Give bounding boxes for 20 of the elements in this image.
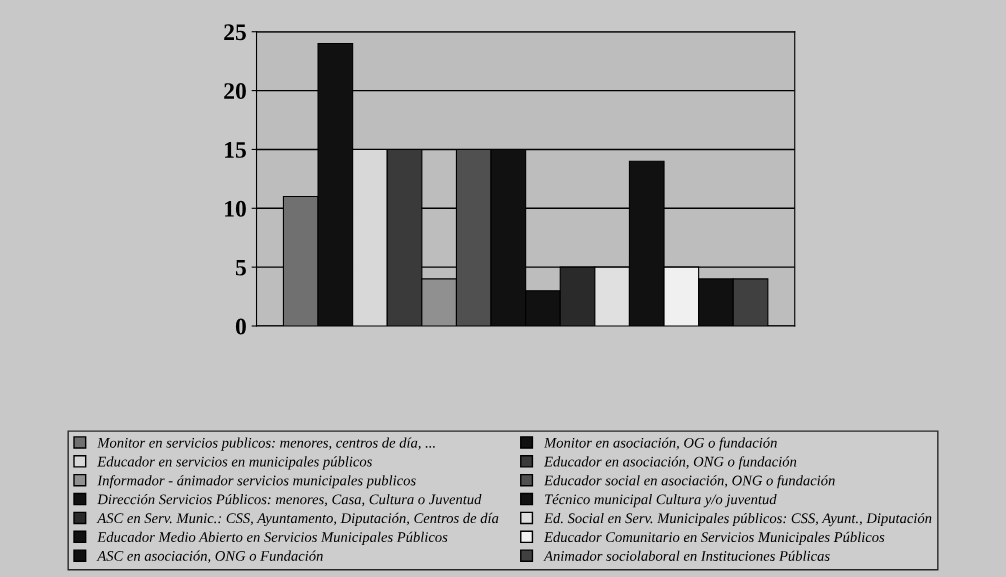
legend-label: Animador sociolaboral en Instituciones Públicas bbox=[543, 550, 830, 561]
legend-label: Educador Medio Abierto en Servicios Municipales Públicos bbox=[97, 531, 448, 545]
y-tick-label: 20 bbox=[224, 83, 246, 100]
legend-label: Educador en servicios en municipales públicos bbox=[97, 456, 372, 470]
legend-label: Monitor en servicios publicos: menores, centros de día, ... bbox=[97, 437, 435, 451]
legend-label: ASC en Serv. Munic.: CSS, Ayuntamento, Diputación, Centros de día bbox=[96, 512, 499, 527]
legend-label: Educador social en asociación, ONG o fundación bbox=[543, 475, 835, 489]
y-tick-label: 10 bbox=[225, 200, 246, 217]
legend-label: Ed. Social en Serv. Municipales públicos: CSS, Ayunt., Diputación bbox=[543, 512, 932, 527]
legend-label: Técnico municipal Cultura y/o juventud bbox=[545, 493, 777, 508]
y-tick-label: 0 bbox=[235, 318, 246, 335]
y-tick-label: 15 bbox=[225, 142, 246, 158]
legend-label: Informador - ánimador servicios municipales publicos bbox=[97, 475, 416, 489]
y-tick-label: 25 bbox=[224, 24, 246, 41]
y-tick-label: 5 bbox=[235, 259, 246, 276]
legend-label: Educador en asociación, ONG o fundación bbox=[543, 456, 797, 470]
legend-label: ASC en asociación, ONG o Fundación bbox=[96, 550, 323, 563]
legend-label: Dirección Servicios Públicos: menores, Casa, Cultura o Juventud bbox=[97, 493, 482, 507]
legend-label: Educador Comunitario en Servicios Municipales Públicos bbox=[543, 531, 885, 546]
legend-label: Monitor en asociación, OG o fundación bbox=[543, 437, 777, 451]
